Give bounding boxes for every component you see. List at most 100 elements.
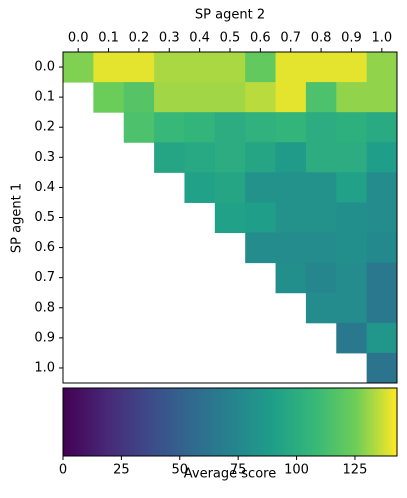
heatmap-cell xyxy=(184,112,216,143)
colorbar-segment xyxy=(84,388,87,456)
colorbar-segment xyxy=(79,388,82,456)
colorbar-segment xyxy=(124,388,128,456)
colorbar-segment xyxy=(276,388,280,456)
heatmap-cell xyxy=(336,142,368,173)
colorbar-segment xyxy=(188,388,191,456)
heatmap-cell xyxy=(366,322,398,354)
colorbar-segment xyxy=(321,388,325,456)
colorbar-segment xyxy=(178,388,181,456)
heatmap-cell xyxy=(245,232,277,264)
colorbar-segment xyxy=(360,388,363,456)
heatmap-cell xyxy=(245,172,277,203)
colorbar-segment xyxy=(270,388,273,456)
colorbar-segment xyxy=(69,388,72,456)
colorbar-segment xyxy=(250,388,253,456)
colorbar-segment xyxy=(233,388,236,456)
colorbar-segment xyxy=(295,388,298,456)
heatmap-cell xyxy=(275,202,307,234)
colorbar-segment xyxy=(260,388,263,456)
colorbar-segment xyxy=(283,388,286,456)
colorbar-segment xyxy=(164,388,168,456)
heatmap-cell xyxy=(214,52,246,83)
colorbar-segment xyxy=(386,388,390,456)
colorbar-tick-label: 0 xyxy=(59,463,67,478)
colorbar-segment xyxy=(328,388,331,456)
y-tick-label: 0.5 xyxy=(34,210,55,225)
colorbar-segment xyxy=(351,388,355,456)
colorbar-segment xyxy=(74,388,77,456)
colorbar-segment xyxy=(243,388,246,456)
colorbar-segment xyxy=(336,388,340,456)
colorbar-segment xyxy=(365,388,368,456)
colorbar-segment xyxy=(86,388,89,456)
colorbar-segment xyxy=(119,388,123,456)
colorbar-segment xyxy=(395,388,398,456)
colorbar-segment xyxy=(141,388,144,456)
colorbar-segment xyxy=(194,388,198,456)
colorbar-segment xyxy=(325,388,328,456)
heatmap-cell xyxy=(214,112,246,143)
heatmap-cell xyxy=(336,52,368,83)
colorbar-segment xyxy=(361,388,365,456)
colorbar-segment xyxy=(253,388,256,456)
colorbar-segment xyxy=(166,388,169,456)
colorbar-segment xyxy=(208,388,211,456)
colorbar-segment xyxy=(104,388,108,456)
colorbar-segment xyxy=(293,388,296,456)
colorbar-segment xyxy=(94,388,97,456)
colorbar-tick-label: 75 xyxy=(230,463,247,478)
colorbar-segment xyxy=(371,388,375,456)
heatmap-cell xyxy=(245,202,277,234)
colorbar-segment xyxy=(266,388,270,456)
colorbar-segment xyxy=(241,388,244,456)
colorbar-segment xyxy=(179,388,183,456)
heatmap-cell xyxy=(275,112,307,143)
heatmap-cell xyxy=(305,292,337,324)
colorbar-frame xyxy=(62,387,398,457)
heatmap-cell xyxy=(336,262,368,294)
x-axis-label: SP agent 2 xyxy=(195,8,265,23)
colorbar-segment xyxy=(278,388,281,456)
colorbar-segment xyxy=(111,388,114,456)
y-tick-label: 0.1 xyxy=(34,90,55,105)
colorbar-segment xyxy=(263,388,266,456)
x-tick-label: 0.2 xyxy=(129,31,150,46)
colorbar-segment xyxy=(345,388,348,456)
plot-frame xyxy=(62,51,398,384)
colorbar-segment xyxy=(306,388,310,456)
colorbar-segment xyxy=(148,388,151,456)
colorbar-segment xyxy=(261,388,264,456)
colorbar-segment xyxy=(338,388,341,456)
colorbar-segment xyxy=(66,388,69,456)
colorbar-segment xyxy=(255,388,258,456)
colorbar-segment xyxy=(224,388,228,456)
colorbar-segment xyxy=(114,388,118,456)
colorbar-segment xyxy=(245,388,248,456)
heatmap-cell xyxy=(336,112,368,143)
colorbar-segment xyxy=(251,388,254,456)
x-tick-label: 0.5 xyxy=(220,31,241,46)
colorbar-segment xyxy=(380,388,383,456)
colorbar-segment xyxy=(355,388,358,456)
y-tick-label: 0.4 xyxy=(34,180,55,195)
colorbar-segment xyxy=(296,388,300,456)
colorbar-segment xyxy=(381,388,385,456)
heatmap-cell xyxy=(336,232,368,264)
colorbar-segment xyxy=(246,388,249,456)
colorbar-segment xyxy=(373,388,376,456)
colorbar-label: Average score xyxy=(184,467,276,482)
heatmap-cell xyxy=(184,142,216,173)
colorbar-segment xyxy=(213,388,216,456)
colorbar-segment xyxy=(144,388,148,456)
colorbar-segment xyxy=(99,388,103,456)
colorbar-segment xyxy=(78,388,81,456)
heatmap-cell xyxy=(275,142,307,173)
colorbar-segment xyxy=(76,388,79,456)
colorbar-segment xyxy=(159,388,163,456)
colorbar-segment xyxy=(223,388,226,456)
colorbar-segment xyxy=(121,388,124,456)
colorbar-segment xyxy=(221,388,224,456)
colorbar-segment xyxy=(330,388,333,456)
colorbar-segment xyxy=(206,388,209,456)
colorbar-segment xyxy=(83,388,86,456)
